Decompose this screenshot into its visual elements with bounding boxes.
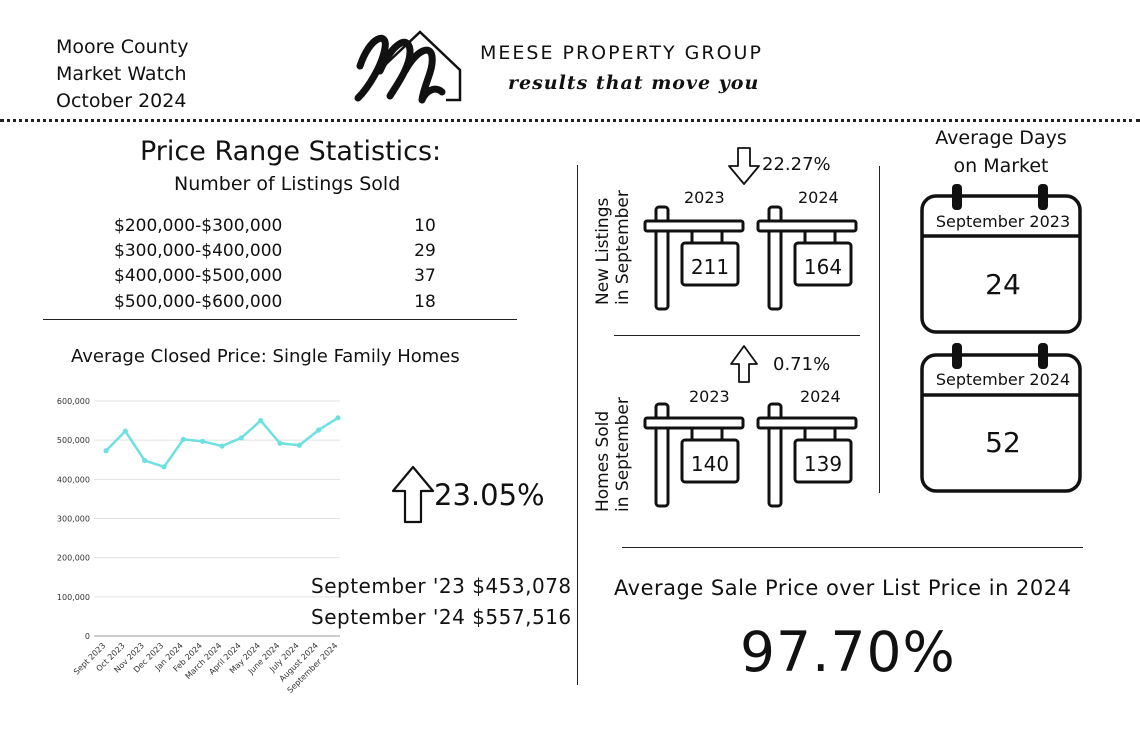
new-listings-label: New Listings in September — [593, 190, 633, 305]
chart-y-tick-label: 0 — [85, 632, 90, 641]
days-on-market-title-line-1: Average Days — [935, 127, 1067, 149]
closed-price-2024: September '24 $557,516 — [311, 605, 572, 629]
homes-sold-label: Homes Sold in September — [593, 397, 633, 512]
real-estate-sign-icon — [643, 205, 745, 311]
new-listings-year-1: 2023 — [684, 188, 725, 207]
chart-data-point — [161, 464, 167, 470]
calendar-1-label: September 2023 — [935, 212, 1071, 231]
price-range-count: 10 — [414, 216, 436, 236]
new-listings-change: 22.27% — [762, 154, 831, 175]
chart-data-point — [258, 417, 264, 424]
new-listings-sign-icons — [643, 205, 858, 311]
homes-sold-value-1: 140 — [690, 452, 730, 476]
homes-sold-change: 0.71% — [773, 354, 831, 375]
new-listings-value-1: 211 — [690, 255, 730, 279]
price-range-subtitle: Number of Listings Sold — [174, 173, 401, 195]
location-line-1: Moore County — [56, 36, 189, 58]
new-listings-label-line-1: New Listings — [593, 197, 613, 305]
calendar-icon — [920, 343, 1082, 493]
chart-y-tick-label: 300,000 — [57, 515, 90, 524]
chart-data-point — [219, 443, 225, 449]
chart-data-point — [335, 415, 341, 421]
price-range-count: 29 — [414, 241, 436, 261]
chart-series-line — [105, 416, 339, 469]
price-range-label: $200,000-$300,000 — [114, 216, 283, 236]
price-range-label: $300,000-$400,000 — [114, 241, 283, 261]
days-on-market-title-line-2: on Market — [953, 155, 1049, 177]
chart-y-tick-label: 600,000 — [57, 397, 90, 406]
report-header: Moore County Market Watch October 2024 — [56, 34, 188, 115]
chart-data-point — [277, 440, 283, 446]
listings-divider — [614, 335, 860, 336]
real-estate-sign-icon — [643, 402, 745, 508]
new-listings-label-line-2: in September — [613, 190, 633, 305]
closed-price-change: 23.05% — [434, 478, 545, 512]
chart-data-point — [316, 427, 322, 433]
homes-sold-year-2: 2024 — [800, 387, 841, 406]
arrow-up-icon — [391, 465, 435, 524]
price-range-label: $400,000-$500,000 — [114, 266, 283, 286]
chart-y-tick-label: 500,000 — [57, 436, 90, 445]
homes-sold-year-1: 2023 — [689, 387, 730, 406]
chart-y-tick-label: 100,000 — [57, 593, 90, 602]
arrow-up-icon — [730, 345, 758, 383]
report-date: October 2024 — [56, 90, 187, 112]
location-line-2: Market Watch — [56, 63, 187, 85]
calendar-2-value: 52 — [985, 426, 1021, 459]
price-range-label: $500,000-$600,000 — [114, 292, 283, 312]
chart-y-tick-label: 200,000 — [57, 554, 90, 563]
sale-price-divider — [622, 547, 1083, 548]
calendar-1-value: 24 — [985, 268, 1021, 301]
closed-price-title: Average Closed Price: Single Family Home… — [71, 346, 460, 367]
chart-data-point — [296, 442, 302, 448]
homes-sold-value-2: 139 — [803, 452, 843, 476]
chart-data-point — [238, 435, 244, 441]
price-range-divider — [43, 319, 517, 320]
new-listings-year-2: 2024 — [798, 188, 839, 207]
homes-sold-label-line-1: Homes Sold — [593, 410, 613, 512]
price-range-count: 37 — [414, 266, 436, 286]
calendar-2-label: September 2024 — [935, 370, 1071, 389]
real-estate-sign-icon — [756, 205, 858, 311]
homes-sold-sign-icons — [643, 402, 858, 508]
real-estate-sign-icon — [756, 402, 858, 508]
company-logo — [354, 30, 462, 104]
center-divider — [577, 165, 578, 685]
price-range-count: 18 — [414, 292, 436, 312]
closed-price-line-chart: 0 100,000 200,000 300,000 400,000 500,000 600,… — [57, 397, 341, 695]
chart-data-point — [142, 457, 148, 464]
closed-price-2023: September '23 $453,078 — [311, 574, 572, 598]
arrow-down-icon — [728, 147, 760, 185]
homes-sold-label-line-2: in September — [613, 397, 633, 512]
chart-data-point — [180, 436, 186, 442]
chart-data-point — [122, 428, 128, 434]
sale-over-list-title: Average Sale Price over List Price in 20… — [614, 576, 1072, 600]
new-listings-value-2: 164 — [803, 255, 843, 279]
days-on-market-title: Average Days on Market — [916, 124, 1086, 180]
calendar-icon — [920, 184, 1082, 334]
sale-over-list-value: 97.70% — [740, 620, 956, 684]
chart-data-point — [103, 448, 109, 454]
price-range-title: Price Range Statistics: — [140, 136, 442, 167]
chart-y-tick-label: 400,000 — [57, 475, 90, 484]
header-divider — [0, 119, 1140, 122]
company-tagline: results that move you — [508, 72, 760, 94]
chart-data-point — [200, 438, 206, 444]
right-divider — [879, 166, 880, 493]
company-name: MEESE PROPERTY GROUP — [480, 42, 763, 64]
